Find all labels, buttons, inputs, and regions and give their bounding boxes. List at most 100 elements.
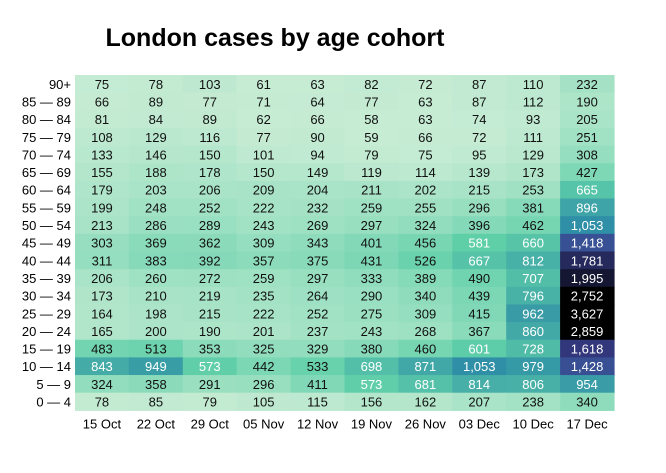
heatmap-cell — [128, 180, 184, 200]
heatmap-cell — [236, 163, 292, 182]
heatmap-cell-label: 462 — [522, 218, 544, 233]
heatmap-cell-label: 77 — [256, 130, 270, 145]
heatmap-cell-label: 380 — [361, 342, 383, 357]
heatmap-cell — [452, 269, 507, 288]
column-label: 19 Nov — [351, 416, 393, 431]
heatmap-cell — [344, 110, 399, 129]
heatmap-cell — [182, 110, 238, 129]
heatmap-cell-label: 199 — [91, 200, 113, 215]
heatmap-cell — [398, 322, 453, 341]
heatmap-cell — [506, 286, 561, 306]
heatmap-cell-label: 573 — [199, 359, 221, 374]
heatmap-cell — [344, 304, 399, 323]
heatmap-cell-label: 243 — [361, 324, 383, 339]
heatmap-cell — [128, 163, 184, 182]
column-label: 22 Oct — [137, 416, 176, 431]
heatmap-cell — [75, 322, 130, 341]
heatmap-cell — [560, 163, 615, 182]
heatmap-cell — [560, 392, 615, 411]
heatmap-cell-label: 396 — [468, 218, 490, 233]
heatmap-cell — [398, 251, 453, 270]
heatmap-cell-label: 383 — [145, 253, 167, 268]
heatmap-cell — [290, 392, 346, 411]
heatmap-cell-label: 77 — [364, 94, 378, 109]
heatmap-cell-label: 72 — [472, 130, 486, 145]
heatmap-cell — [398, 375, 453, 394]
heatmap-cell-label: 255 — [414, 200, 436, 215]
heatmap-cell — [452, 304, 507, 323]
heatmap-cell — [75, 269, 130, 288]
heatmap-cell — [290, 357, 346, 376]
heatmap-cell-label: 806 — [522, 377, 544, 392]
heatmap-cell-label: 311 — [92, 253, 113, 268]
heatmap-cell — [290, 110, 346, 129]
heatmap-cell — [506, 216, 561, 235]
heatmap-cell-label: 296 — [468, 200, 490, 215]
heatmap-cell — [452, 375, 507, 394]
heatmap-cell — [290, 286, 346, 306]
heatmap-cell-label: 146 — [145, 147, 167, 162]
heatmap-cell — [344, 216, 399, 235]
heatmap-cell-label: 139 — [468, 165, 490, 180]
heatmap-cell — [290, 92, 346, 111]
heatmap-cell — [236, 145, 292, 164]
heatmap-cell — [452, 180, 507, 200]
heatmap-cell — [560, 92, 615, 111]
heatmap-cell — [182, 286, 238, 306]
heatmap-cell — [560, 339, 615, 358]
heatmap-cell-label: 222 — [253, 200, 275, 215]
heatmap-cell — [128, 75, 184, 94]
heatmap-cell — [452, 145, 507, 164]
heatmap-cell-label: 308 — [576, 147, 598, 162]
heatmap-cell — [452, 127, 507, 147]
heatmap-cell-label: 114 — [415, 165, 436, 180]
heatmap-cell-label: 58 — [364, 112, 378, 127]
heatmap-cell — [398, 216, 453, 235]
heatmap-cell — [182, 127, 238, 147]
heatmap-cell — [128, 251, 184, 270]
heatmap-cell — [560, 145, 615, 164]
heatmap-cell — [560, 286, 615, 306]
heatmap-cell — [128, 357, 184, 376]
heatmap-cell — [182, 392, 238, 411]
heatmap-cell-label: 896 — [576, 200, 598, 215]
heatmap-cell-label: 101 — [253, 147, 275, 162]
heatmap-cell — [290, 251, 346, 270]
column-label: 10 Dec — [513, 416, 555, 431]
heatmap-cell-label: 275 — [361, 306, 383, 321]
heatmap-cell — [182, 216, 238, 235]
heatmap-cell — [452, 322, 507, 341]
heatmap-cell-label: 533 — [307, 359, 329, 374]
heatmap-cell — [128, 286, 184, 306]
heatmap-cell-label: 84 — [149, 112, 163, 127]
heatmap-cell-label: 215 — [199, 306, 221, 321]
heatmap-cell-label: 64 — [310, 94, 324, 109]
heatmap-cell-label: 357 — [253, 253, 275, 268]
heatmap-cell — [236, 392, 292, 411]
heatmap-cell-label: 843 — [91, 359, 113, 374]
heatmap-cell-label: 2,752 — [571, 289, 604, 304]
heatmap-cell-label: 286 — [145, 218, 167, 233]
heatmap-cell — [452, 163, 507, 182]
heatmap-cell-label: 129 — [522, 147, 544, 162]
heatmap-cell-label: 66 — [418, 130, 432, 145]
heatmap-cell-label: 89 — [203, 112, 217, 127]
heatmap-cell — [128, 233, 184, 253]
heatmap-cell — [236, 92, 292, 111]
row-label: 10 — 14 — [22, 359, 71, 374]
heatmap-cell — [398, 145, 453, 164]
heatmap-cell-label: 206 — [199, 183, 221, 198]
heatmap-cell-label: 129 — [145, 130, 167, 145]
heatmap-cell-label: 94 — [310, 147, 324, 162]
heatmap-cell-label: 381 — [522, 200, 544, 215]
heatmap-cell — [236, 286, 292, 306]
heatmap-cell-label: 289 — [199, 218, 221, 233]
heatmap-cell-label: 237 — [307, 324, 329, 339]
heatmap-cell-label: 268 — [414, 324, 436, 339]
row-label: 70 — 74 — [22, 147, 71, 162]
heatmap-cell-label: 112 — [523, 94, 544, 109]
heatmap-cell-label: 78 — [149, 77, 163, 92]
heatmap-cell-label: 75 — [95, 77, 109, 92]
heatmap-cell — [182, 269, 238, 288]
